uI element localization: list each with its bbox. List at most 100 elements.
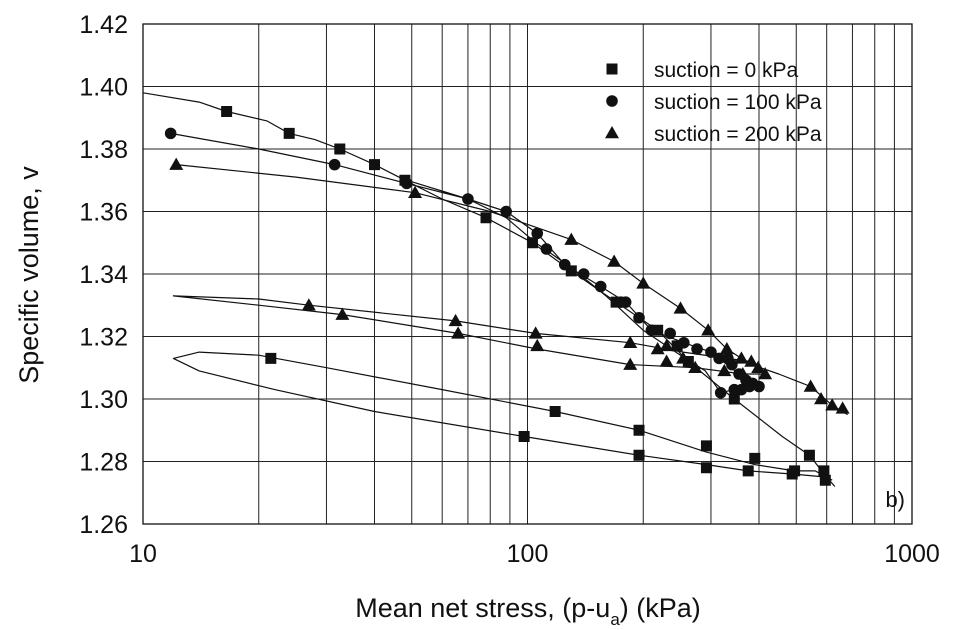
series-2-point [751, 360, 766, 373]
series-2-point [607, 254, 622, 267]
series-2-point [408, 185, 423, 198]
series-1-point [743, 380, 756, 393]
x-tick-labels: 10 100 1000 [129, 540, 940, 568]
series-2-point [623, 335, 638, 348]
series-2-point [701, 323, 716, 336]
legend: suction = 0 kPa suction = 100 kPa suction … [605, 59, 822, 146]
series-2-curve [172, 295, 766, 375]
series-2-point [719, 342, 734, 355]
series-0-point [221, 106, 233, 117]
plot-frame [142, 23, 913, 525]
legend-marker-1 [606, 95, 618, 107]
series-1-point [577, 268, 590, 280]
x-tick-label: 10 [129, 540, 157, 568]
series-2-point [814, 392, 829, 405]
series-markers [164, 106, 850, 486]
series-1-point [462, 193, 474, 205]
series-0-point [633, 424, 645, 436]
series-2-point [623, 357, 638, 370]
series-0-point [742, 465, 754, 477]
series-1-point [705, 346, 717, 358]
y-tick-labels: 1.26 1.28 1.30 1.32 1.34 1.36 1.38 1.40 1.42 [79, 11, 128, 539]
x-axis-title-end: ) (kPa) [620, 593, 701, 623]
x-axis-title-main: Mean net stress, (p-u [355, 593, 610, 623]
series-2-point [835, 401, 850, 414]
x-axis-title: Mean net stress, (p-ua) (kPa) [355, 593, 701, 629]
series-1-point [328, 158, 341, 171]
series-2-point [758, 367, 773, 380]
legend-marker-2 [605, 126, 619, 139]
series-2-point [564, 232, 579, 245]
x-tick-label: 1000 [884, 540, 940, 568]
series-2-point [169, 157, 184, 170]
series-2-point [676, 351, 691, 364]
series-2-point [659, 354, 674, 367]
panel-label: b) [885, 487, 905, 512]
y-axis-title: Specific volume, v [14, 166, 44, 384]
series-1-point [531, 227, 544, 240]
series-0-point [518, 431, 530, 442]
series-1-point [726, 358, 738, 371]
series-0-point [749, 452, 761, 464]
series-0-curve [172, 351, 833, 481]
series-0-point [728, 393, 740, 405]
series-2-point [528, 326, 543, 339]
series-1-point [713, 352, 725, 365]
series-2-point [734, 351, 749, 364]
series-2-point [659, 338, 674, 352]
series-2-point [744, 354, 759, 367]
series-1-point [645, 324, 658, 337]
series-0-point [368, 159, 380, 171]
series-2-point [301, 298, 316, 311]
x-axis-title-subscript: a [610, 610, 620, 629]
series-0-point [480, 212, 492, 224]
series-1-point [691, 343, 703, 355]
series-2-point [735, 367, 750, 380]
series-1-point [400, 177, 413, 190]
series-2-point [673, 301, 688, 314]
legend-marker-0 [606, 63, 618, 75]
series-0-point [671, 340, 683, 352]
series-2-point [803, 379, 818, 392]
series-0-point [819, 474, 831, 486]
series-curves [143, 92, 848, 487]
series-1-point [714, 386, 727, 399]
y-tick-label: 1.34 [79, 261, 128, 289]
series-0-point [786, 468, 798, 480]
series-0-point [565, 265, 577, 277]
series-2-point [825, 398, 840, 411]
series-2-point [650, 342, 665, 355]
series-1-point [558, 258, 571, 271]
series-0-point [700, 440, 712, 452]
series-1-point [664, 327, 676, 340]
y-tick-label: 1.30 [79, 386, 128, 414]
series-1-point [594, 280, 607, 293]
y-tick-label: 1.42 [79, 11, 128, 39]
series-0-curve [143, 92, 836, 487]
series-2-point [688, 360, 703, 373]
series-1-point [619, 296, 632, 308]
y-tick-label: 1.28 [79, 449, 128, 477]
y-tick-label: 1.36 [79, 199, 128, 227]
series-2-point [636, 276, 651, 289]
series-2-point [451, 326, 466, 339]
series-1-point [678, 336, 690, 349]
series-0-point [633, 449, 645, 461]
series-0-point [526, 237, 538, 249]
x-tick-label: 100 [507, 540, 549, 568]
series-0-point [652, 324, 664, 336]
series-1-point [633, 311, 645, 324]
y-tick-label: 1.32 [79, 324, 128, 352]
series-0-point [549, 406, 561, 417]
series-1-point [753, 380, 765, 393]
series-0-point [700, 462, 712, 474]
series-0-point [265, 352, 277, 364]
series-0-point [818, 465, 830, 477]
series-2-point [530, 338, 545, 352]
y-tick-label: 1.40 [79, 74, 128, 102]
series-1-point [540, 243, 553, 255]
legend-label-0: suction = 0 kPa [654, 59, 798, 82]
legend-label-2: suction = 200 kPa [654, 123, 822, 146]
series-2-point [335, 307, 350, 320]
